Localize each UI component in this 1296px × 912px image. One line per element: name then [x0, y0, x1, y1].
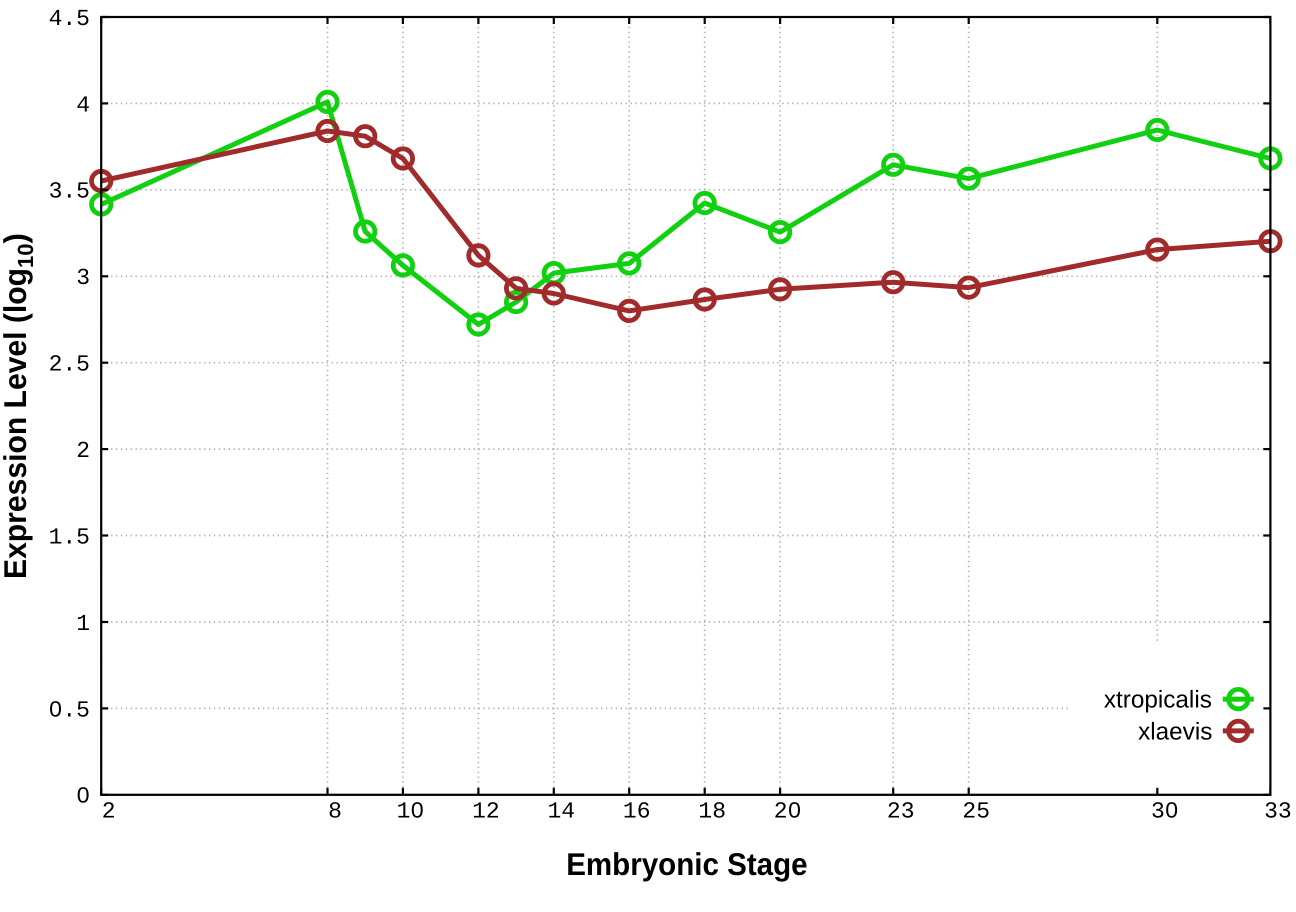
- svg-text:3.5: 3.5: [49, 179, 90, 205]
- svg-text:1.5: 1.5: [49, 524, 90, 550]
- svg-text:20: 20: [774, 799, 802, 825]
- svg-text:xtropicalis: xtropicalis: [1104, 687, 1212, 714]
- svg-text:Embryonic Stage: Embryonic Stage: [566, 846, 807, 882]
- svg-text:2: 2: [76, 438, 90, 464]
- svg-text:25: 25: [962, 799, 990, 825]
- svg-text:4: 4: [76, 92, 90, 118]
- svg-text:14: 14: [547, 799, 575, 825]
- svg-text:xlaevis: xlaevis: [1138, 718, 1212, 745]
- svg-text:16: 16: [623, 799, 651, 825]
- svg-text:30: 30: [1151, 799, 1179, 825]
- svg-text:8: 8: [328, 799, 342, 825]
- svg-text:Expression Level (log10): Expression Level (log10): [0, 233, 38, 579]
- svg-text:33: 33: [1264, 799, 1292, 825]
- svg-text:23: 23: [887, 799, 915, 825]
- svg-text:3: 3: [76, 265, 90, 291]
- svg-text:4.5: 4.5: [49, 6, 90, 32]
- svg-text:12: 12: [472, 799, 500, 825]
- svg-text:1: 1: [76, 611, 90, 637]
- svg-text:10: 10: [397, 799, 425, 825]
- svg-text:18: 18: [698, 799, 726, 825]
- svg-text:2: 2: [102, 799, 116, 825]
- svg-text:2.5: 2.5: [49, 352, 90, 378]
